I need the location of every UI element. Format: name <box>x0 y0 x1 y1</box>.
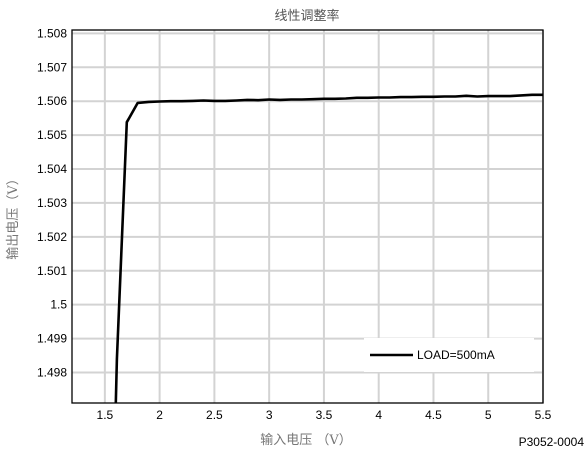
x-tick-label: 3.5 <box>316 408 333 422</box>
chart-title: 线性调整率 <box>274 8 339 24</box>
x-tick-label: 5.5 <box>535 408 552 422</box>
y-tick-label: 1.498 <box>37 365 67 379</box>
series-line-load-500ma <box>114 93 543 404</box>
y-tick-label: 1.499 <box>37 332 67 346</box>
y-tick-label: 1.503 <box>37 196 67 210</box>
y-tick-label: 1.504 <box>37 162 67 176</box>
plot-frame <box>71 29 544 404</box>
y-tick-label: 1.505 <box>37 128 67 142</box>
x-tick-label: 5 <box>485 408 492 422</box>
x-tick-label: 2 <box>156 408 163 422</box>
x-tick-label: 1.5 <box>97 408 114 422</box>
y-tick-label: 1.501 <box>37 264 67 278</box>
y-axis-label: 输出电压（V） <box>5 172 21 259</box>
legend: LOAD=500mA <box>364 338 534 372</box>
x-tick-label: 4 <box>375 408 382 422</box>
figure-code: P3052-0004 <box>519 435 585 449</box>
y-tick-labels: 1.508 1.507 1.506 1.505 1.504 1.503 1.502 1.501… <box>37 26 67 379</box>
y-tick-label: 1.507 <box>37 60 67 74</box>
y-tick-label: 1.5 <box>50 298 67 312</box>
x-tick-label: 4.5 <box>425 408 442 422</box>
y-tick-label: 1.506 <box>37 94 67 108</box>
y-tick-label: 1.508 <box>37 26 67 40</box>
x-tick-label: 2.5 <box>206 408 223 422</box>
series-layer <box>114 93 543 404</box>
x-axis-label: 输入电压 （V） <box>260 432 352 448</box>
x-tick-label: 3 <box>266 408 273 422</box>
legend-label: LOAD=500mA <box>417 348 495 362</box>
x-tick-labels: 1.5 2 2.5 3 3.5 4 4.5 5 5.5 <box>97 408 552 422</box>
y-tick-label: 1.502 <box>37 230 67 244</box>
